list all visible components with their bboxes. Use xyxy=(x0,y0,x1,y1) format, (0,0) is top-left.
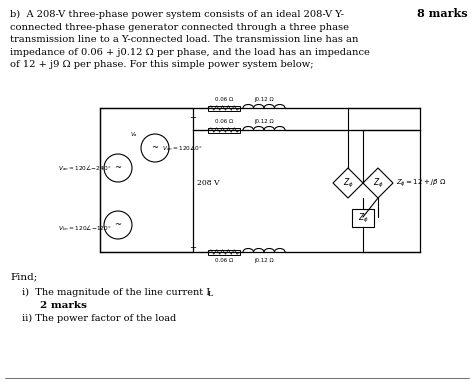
Text: 0.06 Ω: 0.06 Ω xyxy=(215,258,233,263)
Text: 0.06 Ω: 0.06 Ω xyxy=(215,119,233,124)
Text: $Z_{\phi}$: $Z_{\phi}$ xyxy=(357,212,368,225)
Text: j0.12 Ω: j0.12 Ω xyxy=(254,97,274,102)
Bar xyxy=(208,127,240,132)
Text: $V_{an}=120\angle{-240°}$: $V_{an}=120\angle{-240°}$ xyxy=(58,163,111,173)
Text: $Z_{\phi}$: $Z_{\phi}$ xyxy=(343,177,354,190)
Bar xyxy=(208,250,240,255)
Text: ~: ~ xyxy=(152,144,158,152)
Bar xyxy=(352,209,374,227)
Text: $Z_{\phi}$: $Z_{\phi}$ xyxy=(373,177,383,190)
Polygon shape xyxy=(363,168,393,198)
Text: $V_a$: $V_a$ xyxy=(130,131,138,139)
Text: 8 marks: 8 marks xyxy=(418,8,468,19)
Text: ~: ~ xyxy=(115,164,121,172)
Text: $V_{bn}=120\angle{-120°}$: $V_{bn}=120\angle{-120°}$ xyxy=(58,223,111,233)
Text: ii) The power factor of the load: ii) The power factor of the load xyxy=(22,314,176,323)
Text: ~: ~ xyxy=(115,220,121,230)
Text: Find;: Find; xyxy=(10,272,37,281)
Text: $Z_{\phi}=12+j\beta\ \Omega$: $Z_{\phi}=12+j\beta\ \Omega$ xyxy=(396,177,446,189)
Text: L: L xyxy=(208,290,213,298)
Text: $V_{an}=120\angle0°$: $V_{an}=120\angle0°$ xyxy=(162,143,203,153)
Polygon shape xyxy=(333,168,363,198)
Bar xyxy=(208,106,240,111)
Text: 208 V: 208 V xyxy=(197,179,219,187)
Bar xyxy=(100,108,193,252)
Text: i)  The magnitude of the line current I: i) The magnitude of the line current I xyxy=(22,288,210,297)
Text: j0.12 Ω: j0.12 Ω xyxy=(254,119,274,124)
Text: −: − xyxy=(190,243,197,253)
Text: j0.12 Ω: j0.12 Ω xyxy=(254,258,274,263)
Text: b)  A 208-V three-phase power system consists of an ideal 208-V Y-
connected thr: b) A 208-V three-phase power system cons… xyxy=(10,10,370,69)
Text: 2 marks: 2 marks xyxy=(40,301,87,310)
Text: +: + xyxy=(190,114,196,122)
Text: 0.06 Ω: 0.06 Ω xyxy=(215,97,233,102)
